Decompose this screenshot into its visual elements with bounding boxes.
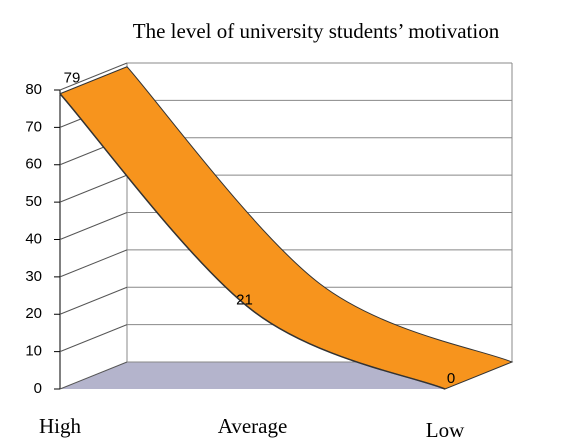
side-grid-line [59,324,128,353]
side-grid-line [59,249,128,278]
value-label: 0 [447,370,455,387]
y-tick-label: 50 [25,193,42,210]
value-label: 79 [64,70,81,87]
y-tick-label: 60 [25,156,42,173]
side-grid-line [59,174,128,203]
value-label: 21 [236,291,253,308]
x-tick-label: Low [426,418,465,442]
y-tick-label: 80 [25,81,42,98]
y-tick-label: 0 [34,380,42,397]
x-tick-label: High [39,414,82,438]
y-tick-label: 70 [25,118,42,135]
chart-title: The level of university students’ motiva… [133,19,500,43]
y-tick-label: 30 [25,268,42,285]
side-grid-line [59,361,128,390]
front-edge [59,93,446,390]
side-grid-line [59,62,128,91]
side-grid-line [59,286,128,315]
ribbon [59,66,514,390]
x-tick-label: Average [218,414,288,438]
y-tick-label: 20 [25,305,42,322]
y-tick-label: 40 [25,230,42,247]
y-tick-label: 10 [25,343,42,360]
side-grid-line [59,212,128,240]
